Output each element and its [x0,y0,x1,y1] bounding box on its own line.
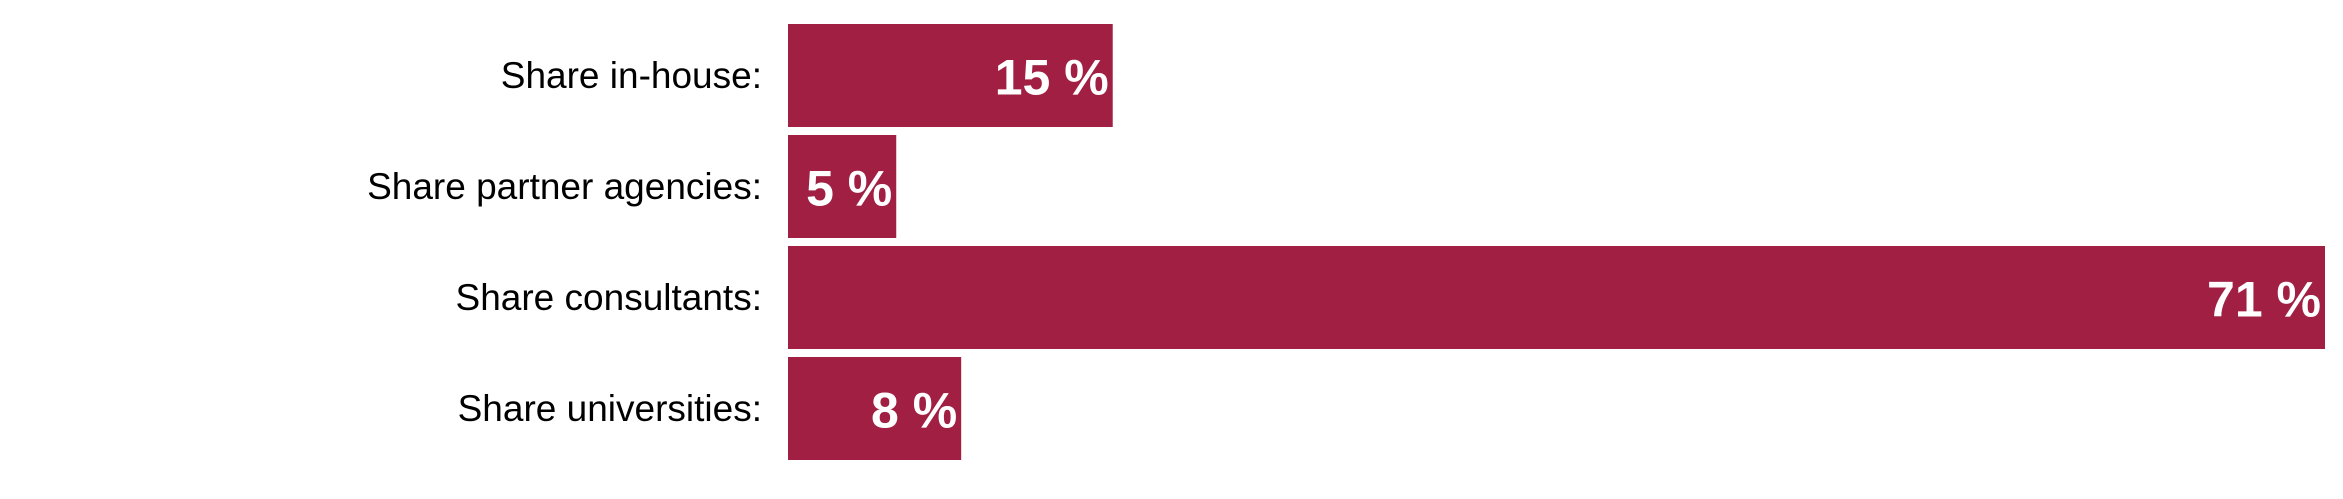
category-label-share-in-house: Share in-house: [501,55,762,96]
category-label-share-universities: Share universities: [458,388,762,429]
category-label-share-consultants: Share consultants: [456,277,762,318]
value-label-share-consultants: 71 % [2207,272,2321,328]
category-label-share-partner-agencies: Share partner agencies: [367,166,762,207]
bars-layer [788,24,2325,460]
bar-share-partner-agencies [788,135,897,238]
value-label-share-in-house: 15 % [995,50,1109,106]
bar-share-in-house [788,24,1113,127]
category-labels-layer: Share in-house: Share partner agencies: Sh… [367,55,762,429]
value-label-share-partner-agencies: 5 % [806,161,892,217]
bar-share-universities [788,357,962,460]
value-labels-layer: 15 % 5 % 71 % 8 % [806,50,2321,439]
bar-share-consultants [788,246,2325,349]
value-label-share-universities: 8 % [871,383,957,439]
